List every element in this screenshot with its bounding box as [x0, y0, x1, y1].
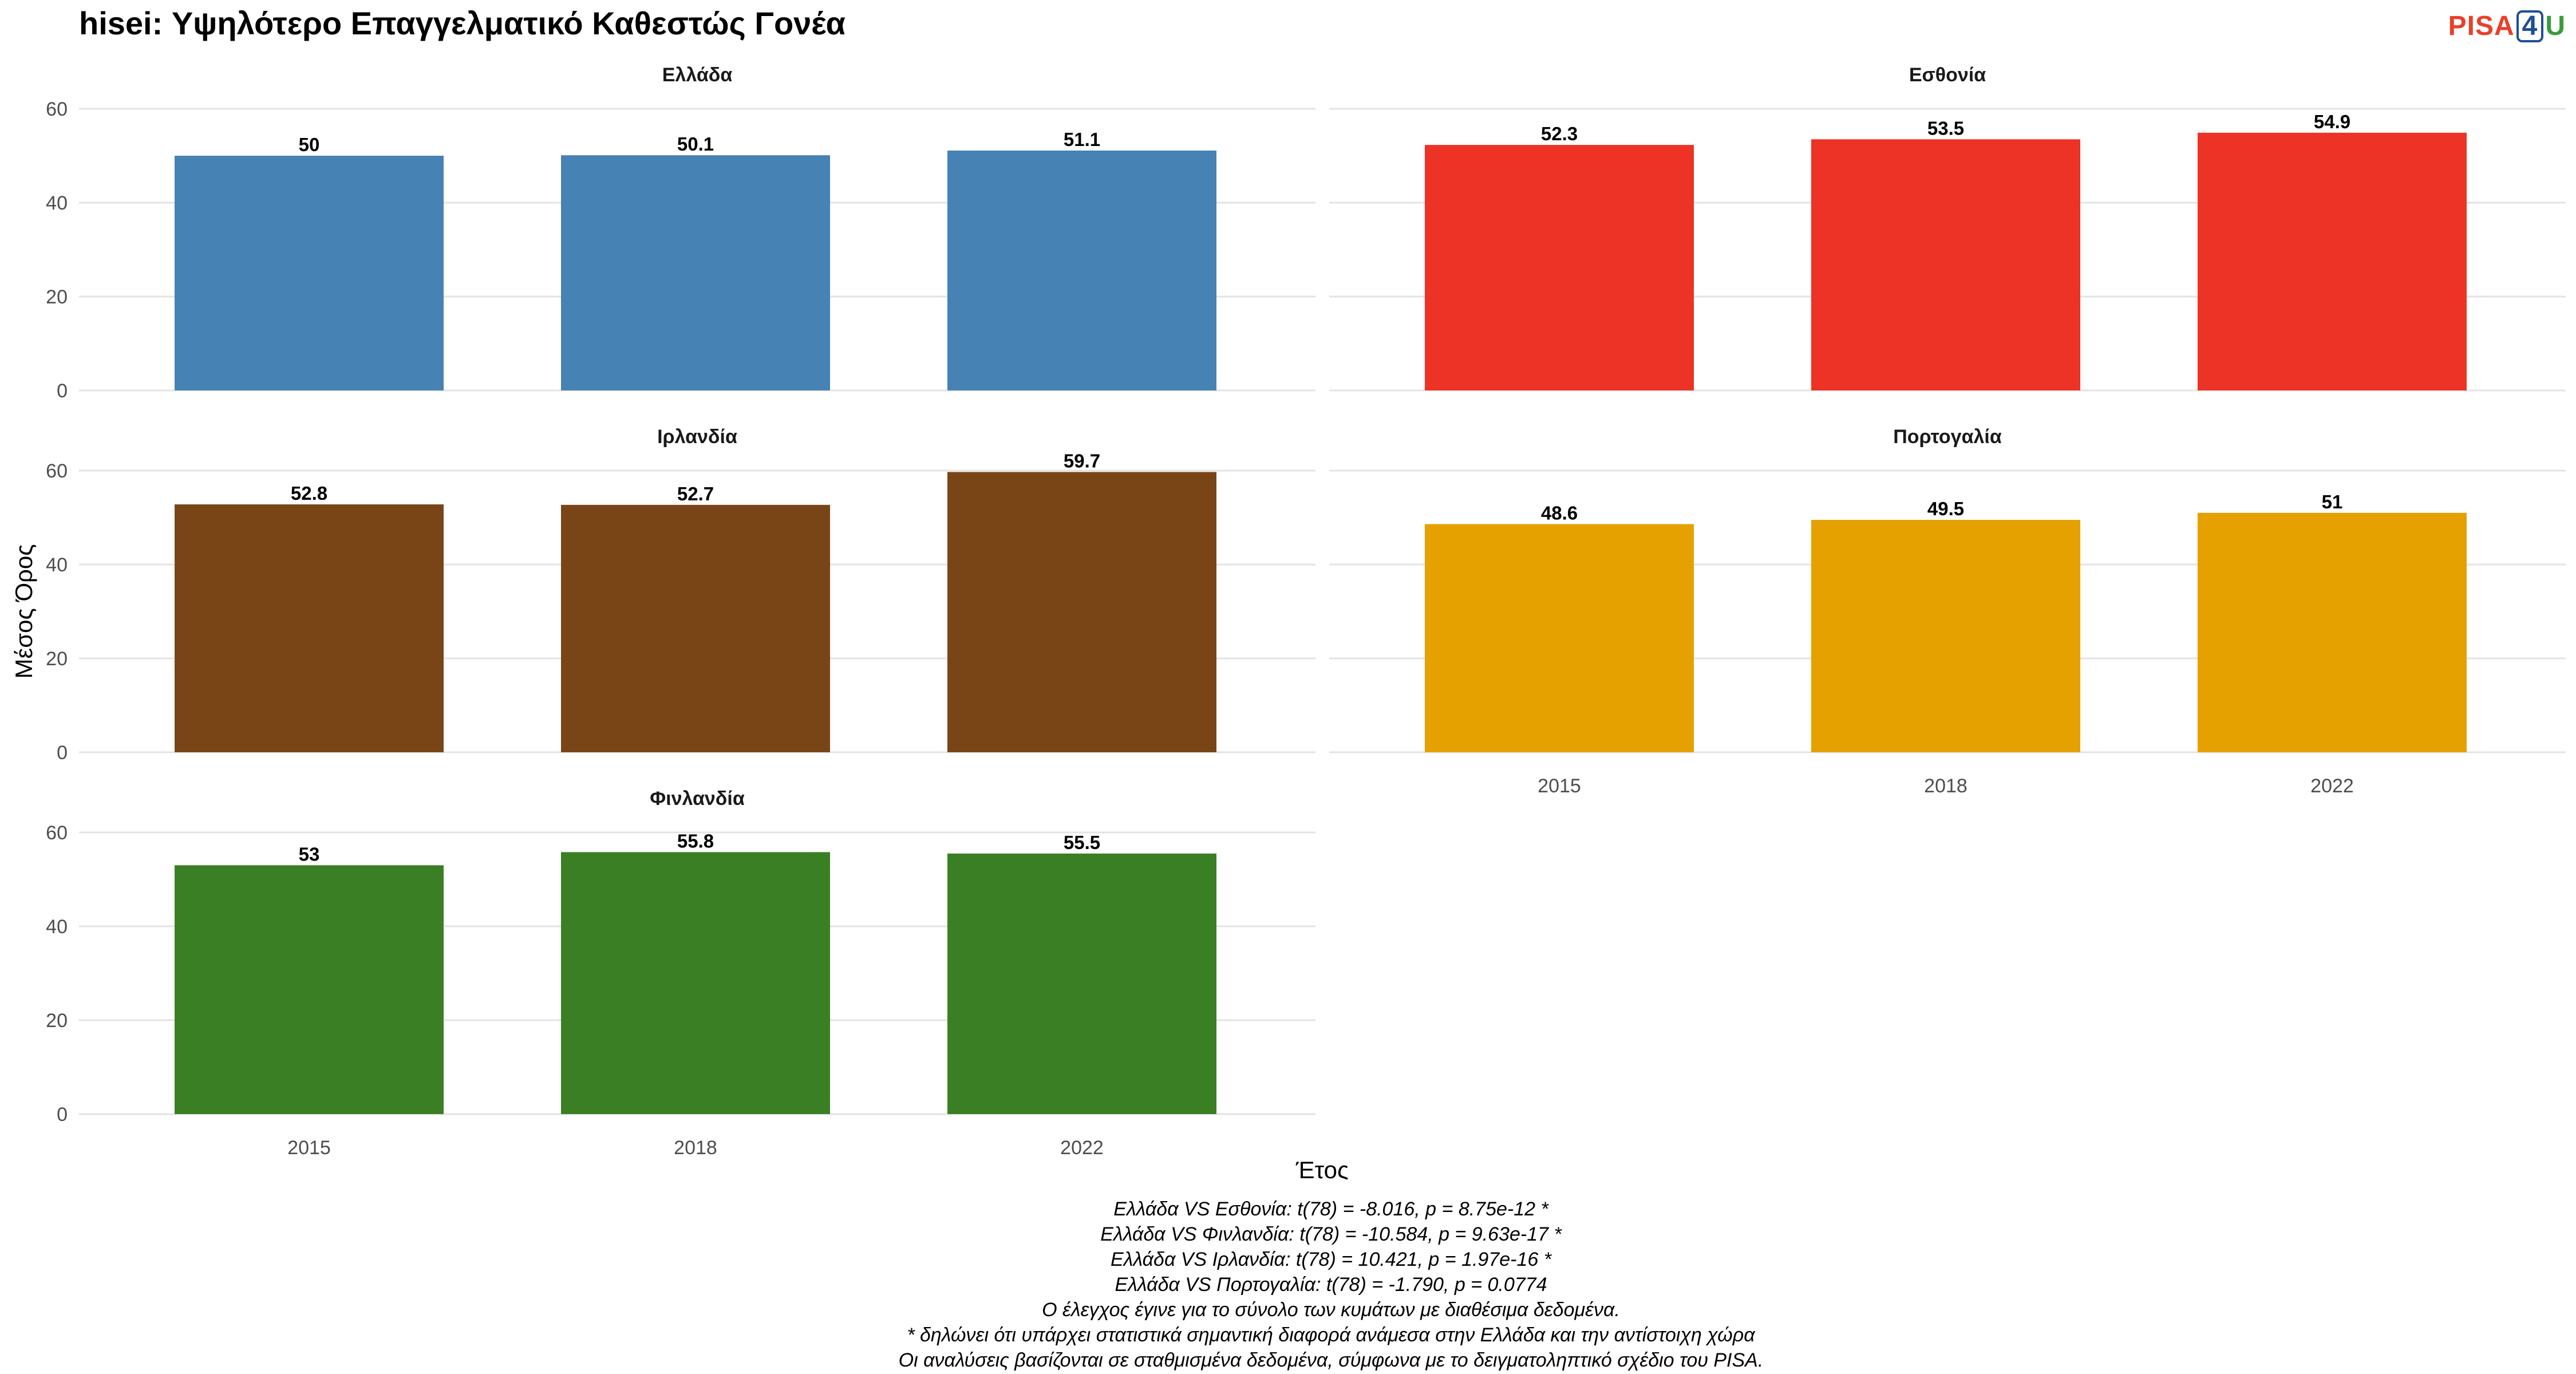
x-tick-label: 2022 — [2310, 775, 2354, 797]
bar-value-label: 52.3 — [1541, 123, 1578, 144]
bar-value-label: 52.7 — [677, 483, 714, 504]
y-tick-label: 20 — [46, 1010, 68, 1032]
note-line: * δηλώνει ότι υπάρχει στατιστικά σημαντι… — [907, 1324, 1755, 1346]
facet-title: Φινλανδία — [650, 788, 745, 810]
bar-value-label: 59.7 — [1064, 450, 1100, 471]
note-line: Ελλάδα VS Πορτογαλία: t(78) = -1.790, p … — [1115, 1274, 1547, 1296]
bar — [561, 155, 830, 390]
x-tick-label: 2022 — [1060, 1137, 1104, 1159]
y-tick-label: 60 — [46, 460, 68, 482]
bar-value-label: 50.1 — [677, 133, 714, 155]
y-tick-label: 40 — [46, 192, 68, 214]
bar — [947, 150, 1216, 390]
bar — [561, 852, 830, 1114]
y-tick-label: 0 — [57, 742, 68, 764]
bar — [2198, 132, 2467, 390]
facet-title: Εσθονία — [1909, 64, 1986, 86]
bar-value-label: 48.6 — [1541, 502, 1578, 523]
note-line: Ελλάδα VS Φινλανδία: t(78) = -10.584, p … — [1100, 1223, 1562, 1245]
x-tick-label: 2015 — [1538, 775, 1581, 797]
note-line: Ελλάδα VS Ιρλανδία: t(78) = 10.421, p = … — [1111, 1249, 1551, 1270]
bar-value-label: 55.5 — [1064, 832, 1100, 853]
faceted-bar-chart: 0 20 40 60 Ελλάδα 50 50.1 51.1 Εσθονία 52.3 53.5 54… — [10, 64, 2566, 1179]
bar — [175, 504, 444, 752]
bar-value-label: 51 — [2322, 491, 2343, 512]
bar-value-label: 54.9 — [2314, 111, 2350, 132]
bar-value-label: 51.1 — [1064, 129, 1100, 150]
bar — [1425, 145, 1694, 390]
y-tick-label: 20 — [46, 648, 68, 670]
chart-title: hisei: Υψηλότερο Επαγγελματικό Καθεστώς … — [79, 5, 846, 41]
bar-value-label: 49.5 — [1927, 498, 1964, 519]
note-line: Ο έλεγχος έγινε για το σύνολο των κυμάτω… — [1042, 1299, 1620, 1321]
y-tick-label: 0 — [57, 380, 68, 402]
bar — [175, 865, 444, 1114]
facet-title: Πορτογαλία — [1893, 426, 2002, 448]
y-axis-title: Μέσος Όρος — [10, 544, 37, 679]
y-tick-label: 60 — [46, 98, 68, 120]
x-tick-label: 2018 — [1924, 775, 1967, 797]
bar — [947, 853, 1216, 1114]
x-tick-label: 2015 — [287, 1137, 331, 1159]
y-tick-label: 40 — [46, 916, 68, 938]
bar — [1811, 520, 2080, 752]
facet-title: Ιρλανδία — [657, 426, 737, 448]
x-tick-label: 2018 — [674, 1137, 717, 1159]
bar — [1425, 524, 1694, 752]
test-notes: Ελλάδα VS Εσθονία: t(78) = -8.016, p = 8… — [0, 1197, 2576, 1373]
logo-pisa-text: PISA — [2448, 11, 2515, 41]
note-line: Ελλάδα VS Εσθονία: t(78) = -8.016, p = 8… — [1113, 1198, 1548, 1220]
note-line: Οι αναλύσεις βασίζονται σε σταθμισμένα δ… — [898, 1349, 1764, 1371]
logo-four-text: 4 — [2516, 10, 2544, 42]
y-tick-label: 0 — [57, 1104, 68, 1126]
facet-title: Ελλάδα — [662, 64, 733, 86]
bar-value-label: 53 — [299, 843, 320, 864]
bar — [561, 504, 830, 752]
bar — [1811, 139, 2080, 391]
bar-value-label: 53.5 — [1927, 117, 1964, 139]
y-tick-label: 60 — [46, 822, 68, 844]
bar — [947, 472, 1216, 752]
bar-value-label: 52.8 — [291, 483, 327, 504]
pisa4u-logo: PISA 4 U — [2448, 10, 2566, 42]
y-tick-label: 20 — [46, 286, 68, 308]
bar-value-label: 50 — [299, 134, 320, 155]
y-tick-label: 40 — [46, 554, 68, 576]
x-axis-title: Έτος — [1295, 1156, 1349, 1179]
bar — [2198, 512, 2467, 752]
bar — [175, 156, 444, 390]
logo-u-text: U — [2545, 11, 2566, 41]
bar-value-label: 55.8 — [677, 830, 714, 851]
